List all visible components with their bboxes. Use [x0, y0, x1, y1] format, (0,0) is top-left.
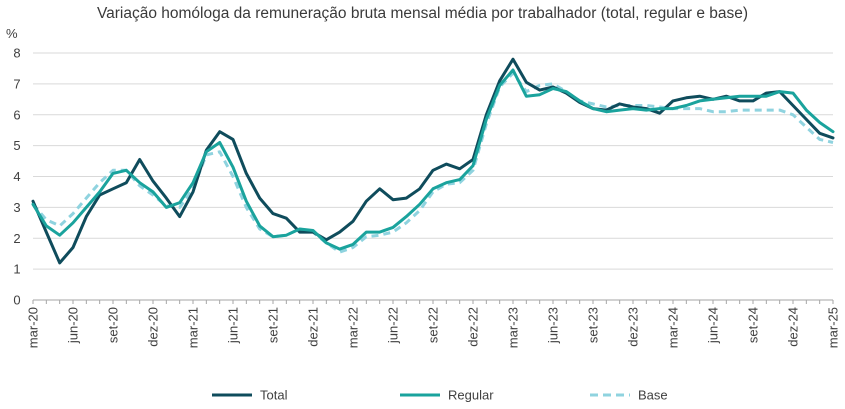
- x-tick-label: jun-20: [66, 307, 81, 344]
- x-tick-label: jun-21: [226, 307, 241, 344]
- legend-label-regular: Regular: [448, 388, 494, 403]
- gridlines: [33, 52, 833, 270]
- legend-label-base: Base: [638, 388, 668, 403]
- x-tick-label: mar-22: [346, 307, 361, 348]
- y-tick-label: 2: [13, 231, 20, 246]
- y-tick-label: 6: [13, 107, 20, 122]
- x-tick-label: set-20: [106, 307, 121, 343]
- x-tick-label: dez-21: [306, 307, 321, 347]
- x-tick-label: jun-23: [546, 307, 561, 344]
- x-tick-label: dez-24: [786, 307, 801, 347]
- axes: % 0 1 2 3 4 5 6 7 8 mar-20 jun-20 set-20 dez-20 mar-2…: [6, 26, 841, 348]
- y-tick-label: 4: [13, 169, 20, 184]
- x-tick-label: mar-23: [506, 307, 521, 348]
- x-tick-label: mar-21: [186, 307, 201, 348]
- x-tick-label: set-21: [266, 307, 281, 343]
- y-axis-unit-label: %: [6, 26, 18, 41]
- series-lines: [31, 57, 835, 265]
- legend: Total Regular Base: [212, 388, 668, 403]
- x-tick-label: mar-20: [26, 307, 41, 348]
- y-tick-label: 0: [13, 293, 20, 308]
- x-tick-label: mar-24: [666, 307, 681, 348]
- x-tick-label: jun-24: [706, 307, 721, 344]
- chart-title: Variação homóloga da remuneração bruta m…: [96, 5, 749, 22]
- series-line-base: [31, 71, 834, 254]
- legend-label-total: Total: [260, 388, 288, 403]
- y-tick-label: 1: [13, 262, 20, 277]
- x-tick-label: dez-23: [626, 307, 641, 347]
- x-tick-label: set-22: [426, 307, 441, 343]
- x-tick-label: dez-20: [146, 307, 161, 347]
- x-tick-label: dez-22: [466, 307, 481, 347]
- x-tick-label: jun-22: [386, 307, 401, 344]
- x-tick-label: set-24: [746, 307, 761, 343]
- y-tick-label: 3: [13, 200, 20, 215]
- y-tick-label: 8: [13, 46, 20, 61]
- y-tick-label: 5: [13, 138, 20, 153]
- x-tick-label: mar-25: [826, 307, 841, 348]
- series-line-total: [31, 57, 835, 265]
- y-tick-label: 7: [13, 76, 20, 91]
- x-tick-label: set-23: [586, 307, 601, 343]
- series-line-regular: [31, 68, 835, 251]
